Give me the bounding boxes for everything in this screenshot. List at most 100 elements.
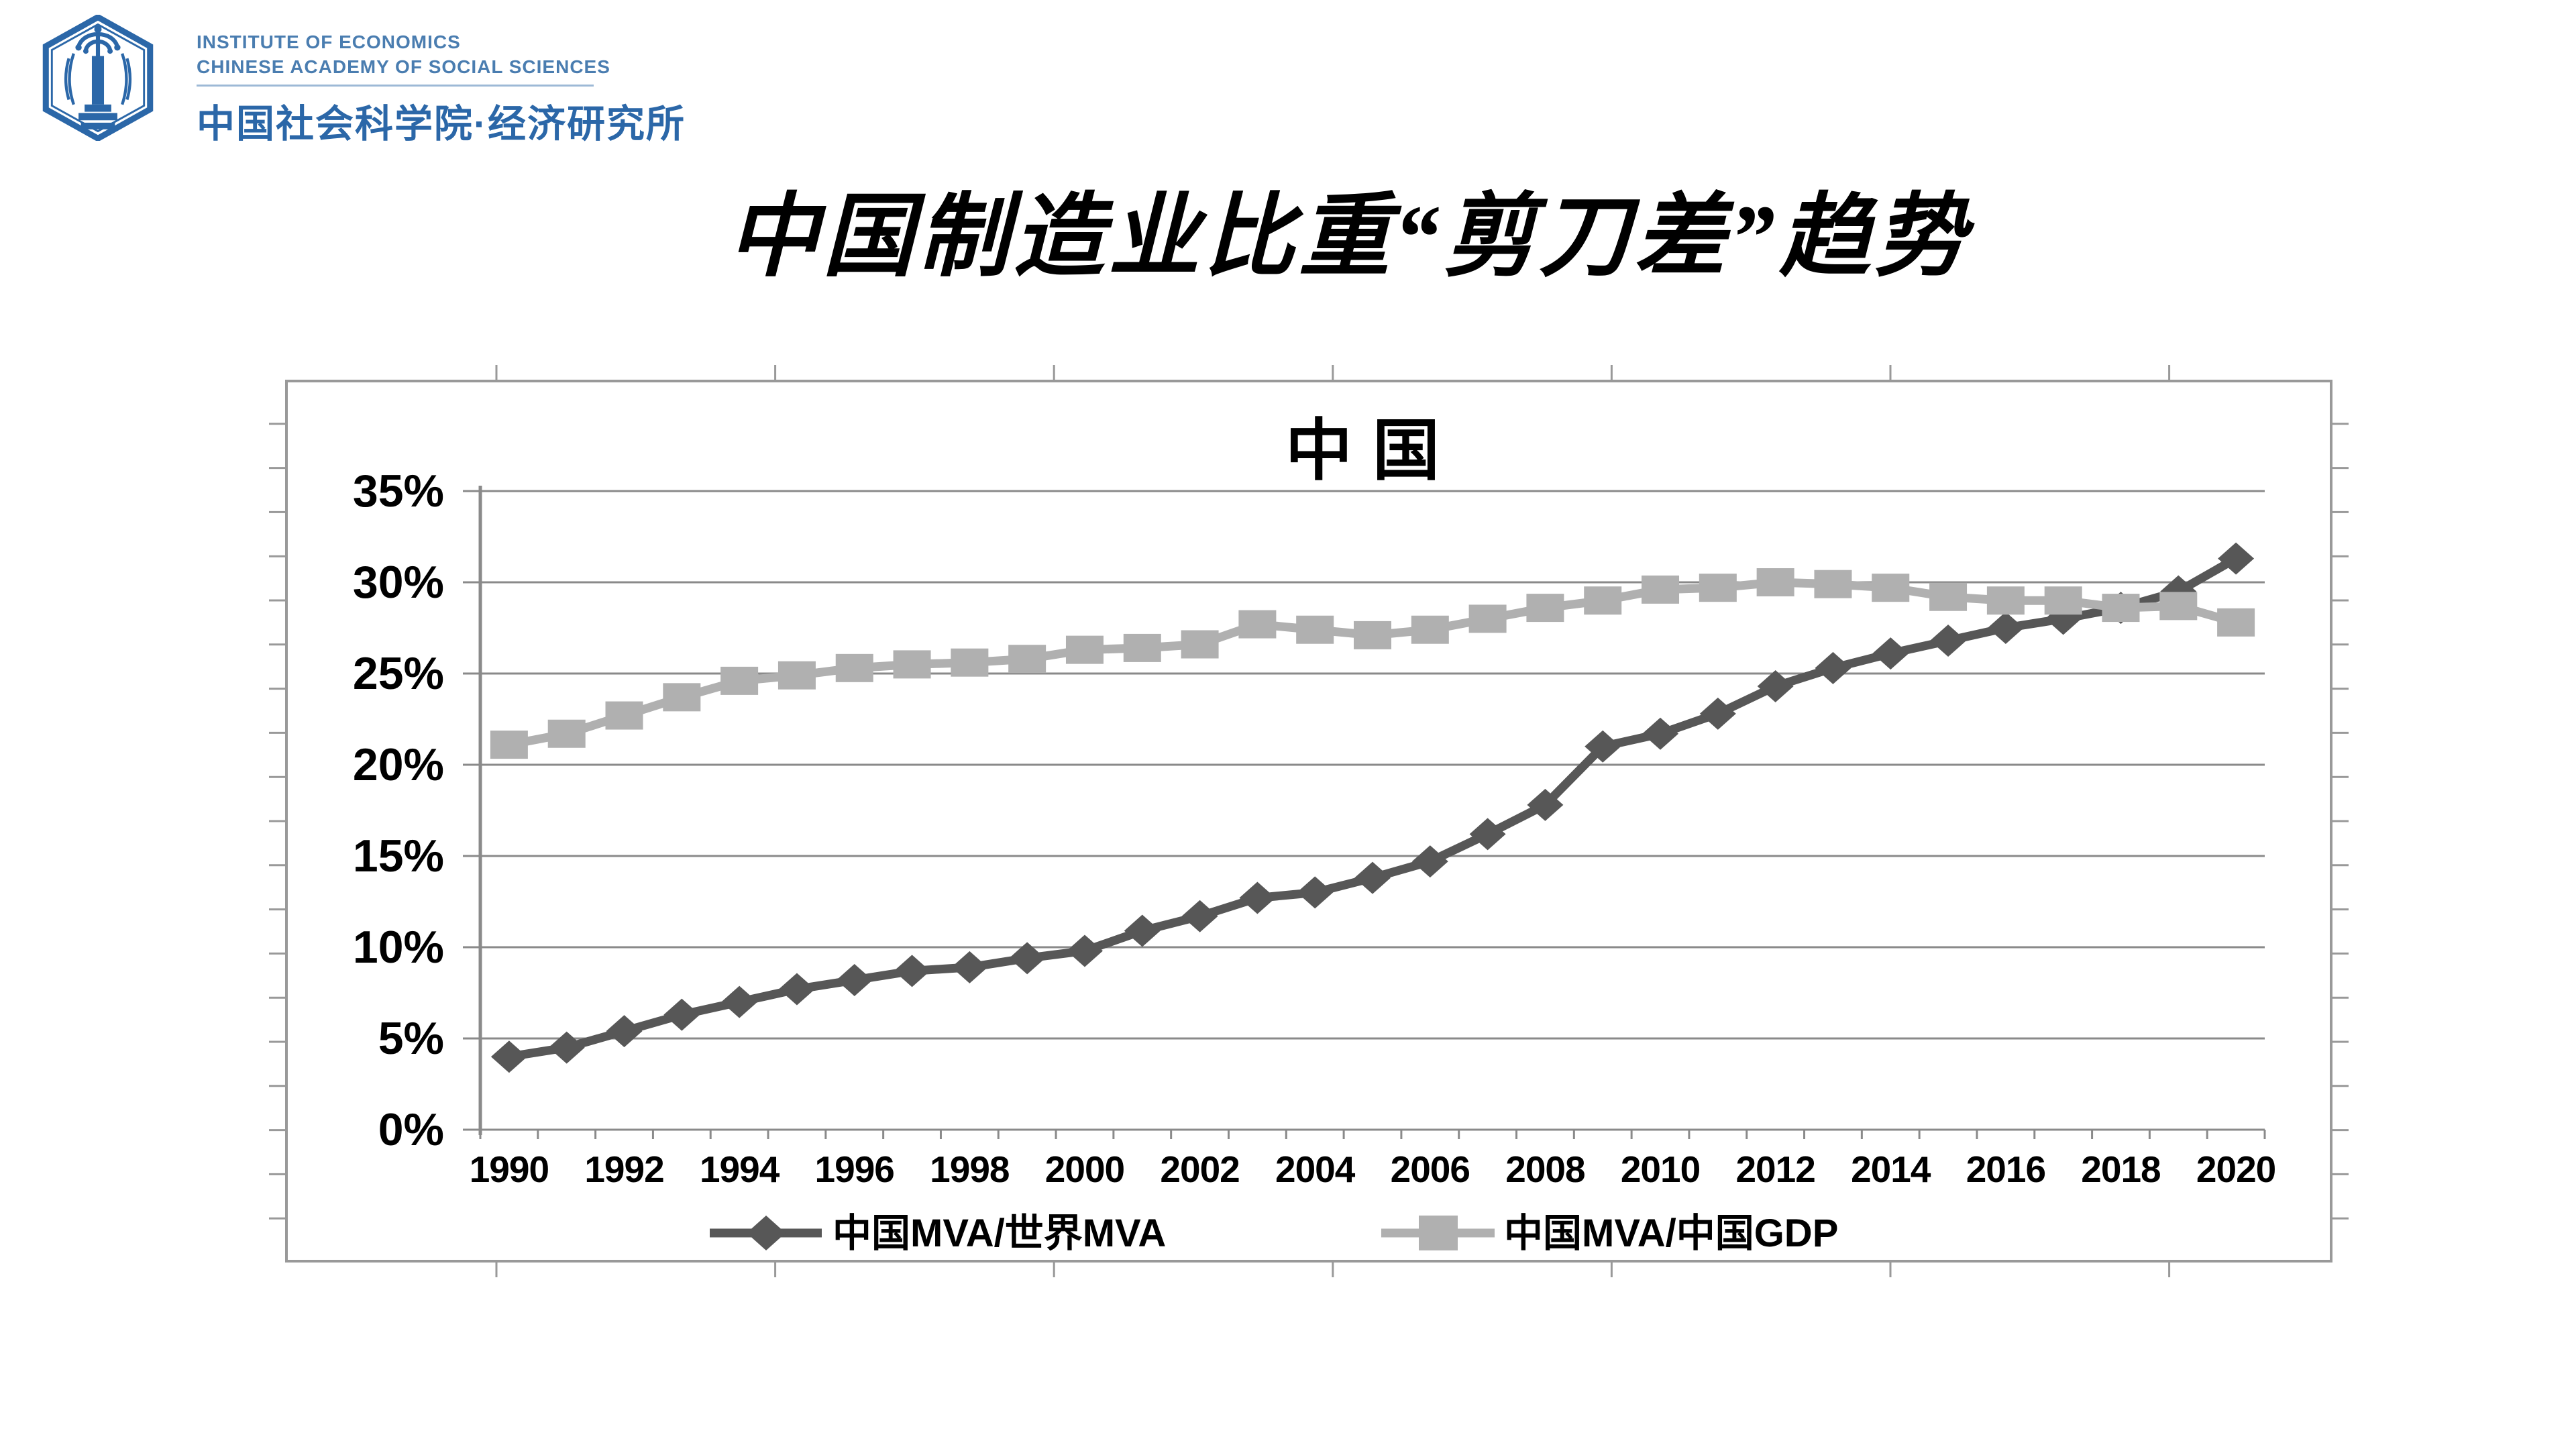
chart-title: 中国	[1285, 413, 1460, 488]
data-point-square	[1814, 570, 1852, 598]
data-point-square	[2102, 594, 2140, 623]
legend-marker-diamond	[747, 1216, 786, 1250]
line-chart: 35%30%25%20%15%10%5%0%1990 1992 1994 1996 19…	[269, 365, 2349, 1277]
x-tick-label: 1996	[815, 1148, 894, 1190]
y-tick-label: 5%	[378, 1013, 444, 1064]
data-point-diamond	[1930, 625, 1967, 657]
data-point-diamond	[1527, 788, 1564, 821]
data-point-diamond	[1297, 876, 1334, 909]
data-point-square	[1526, 594, 1564, 623]
y-tick-label: 25%	[353, 648, 444, 699]
data-point-diamond	[1181, 900, 1218, 932]
data-point-diamond	[1872, 637, 1909, 670]
data-point-diamond	[1239, 881, 1276, 914]
series-square	[490, 568, 2255, 759]
x-tick-label: 2014	[1851, 1148, 1931, 1190]
data-point-diamond	[548, 1031, 585, 1064]
data-point-diamond	[894, 955, 930, 987]
y-tick-label: 30%	[353, 557, 444, 608]
data-point-diamond	[836, 963, 873, 996]
data-point-square	[1354, 621, 1391, 649]
data-point-square	[605, 701, 643, 730]
legend-label-1: 中国MVA/世界MVA	[833, 1212, 1166, 1255]
data-point-diamond	[1699, 697, 1736, 730]
data-point-square	[1123, 633, 1161, 662]
data-point-square	[663, 683, 701, 712]
chart-figure: 35% 30% 25% 20% 15% 10% 5% 0% 1990 1992 1994 1996 19…	[269, 365, 2349, 1277]
data-point-square	[490, 731, 528, 759]
y-tick-label: 0%	[378, 1104, 444, 1155]
legend-label-2: 中国MVA/中国GDP	[1504, 1212, 1838, 1255]
data-point-diamond	[1987, 612, 2024, 644]
logo-divider	[197, 85, 594, 87]
data-point-square	[1986, 586, 2025, 615]
y-axis	[463, 486, 2266, 1139]
y-tick-label: 15%	[353, 830, 444, 881]
data-point-square	[1008, 645, 1046, 674]
gridlines	[480, 490, 2265, 1131]
legend-marker-square	[1419, 1216, 1458, 1250]
institute-emblem-icon	[42, 15, 154, 141]
data-point-square	[1756, 568, 1794, 596]
data-point-square	[1642, 575, 1680, 604]
chart-legend: 中国MVA/世界MVA 中国MVA/中国GDP	[710, 1212, 1838, 1255]
data-point-square	[1296, 615, 1334, 644]
data-point-square	[1411, 615, 1449, 644]
data-point-diamond	[1757, 670, 1794, 703]
slide-title: 中国制造业比重“剪刀差”趋势	[727, 187, 1970, 288]
data-point-square	[777, 661, 816, 690]
y-tick-labels: 35% 30% 25% 20% 15% 10% 5% 0%	[353, 466, 444, 1155]
chart-frame	[269, 365, 2349, 1277]
data-point-diamond	[490, 1040, 527, 1073]
x-tick-label: 2006	[1391, 1148, 1470, 1190]
data-point-diamond	[1124, 914, 1161, 947]
data-point-square	[1584, 586, 1622, 615]
institute-name-en-line2: CHINESE ACADEMY OF SOCIAL SCIENCES	[197, 56, 610, 77]
data-point-square	[1065, 635, 1104, 664]
data-point-diamond	[1469, 818, 1506, 851]
data-point-square	[1468, 604, 1507, 633]
x-tick-label: 2016	[1966, 1148, 2045, 1190]
data-point-diamond	[2218, 542, 2255, 575]
x-tick-label: 2000	[1045, 1148, 1124, 1190]
x-tick-label: 2012	[1735, 1148, 1815, 1190]
data-point-diamond	[951, 951, 988, 983]
data-point-diamond	[606, 1015, 643, 1048]
data-point-square	[835, 653, 873, 682]
x-tick-label: 1998	[930, 1148, 1009, 1190]
data-point-square	[1181, 630, 1219, 659]
data-point-square	[547, 719, 586, 748]
series-diamond	[490, 542, 2255, 1073]
data-point-square	[951, 648, 989, 677]
data-point-diamond	[1585, 730, 1621, 763]
data-point-diamond	[1066, 934, 1103, 967]
series-line	[508, 578, 2237, 749]
data-point-square	[893, 650, 931, 679]
data-point-square	[1929, 582, 1968, 611]
data-point-square	[720, 666, 759, 695]
data-point-diamond	[1009, 942, 1046, 975]
x-tick-label: 2010	[1621, 1148, 1700, 1190]
x-tick-labels: 1990 1992 1994 1996 1998 2000 2002 2004 2006 2008…	[470, 1148, 2277, 1190]
data-point-square	[1872, 574, 1910, 602]
x-tick-label: 2008	[1505, 1148, 1585, 1190]
data-point-diamond	[663, 998, 700, 1031]
data-point-square	[2217, 608, 2255, 637]
institute-logo: INSTITUTE OF ECONOMICS CHINESE ACADEMY O…	[37, 15, 686, 148]
data-point-square	[2044, 586, 2082, 615]
institute-name-en-line1: INSTITUTE OF ECONOMICS	[197, 32, 461, 52]
institute-name-cn: 中国社会科学院·经济研究所	[197, 103, 686, 146]
data-point-diamond	[1411, 845, 1448, 878]
data-point-square	[1238, 610, 1277, 639]
x-tick-label: 1990	[470, 1148, 549, 1190]
data-point-diamond	[1354, 861, 1391, 894]
chart-border	[285, 380, 2332, 1263]
data-point-square	[1699, 574, 1737, 602]
x-tick-label: 2020	[2196, 1148, 2275, 1190]
data-point-diamond	[1815, 651, 1851, 684]
y-tick-label: 20%	[353, 739, 444, 790]
data-point-square	[2159, 592, 2198, 621]
y-tick-label: 10%	[353, 922, 444, 973]
x-tick-label: 2002	[1160, 1148, 1239, 1190]
